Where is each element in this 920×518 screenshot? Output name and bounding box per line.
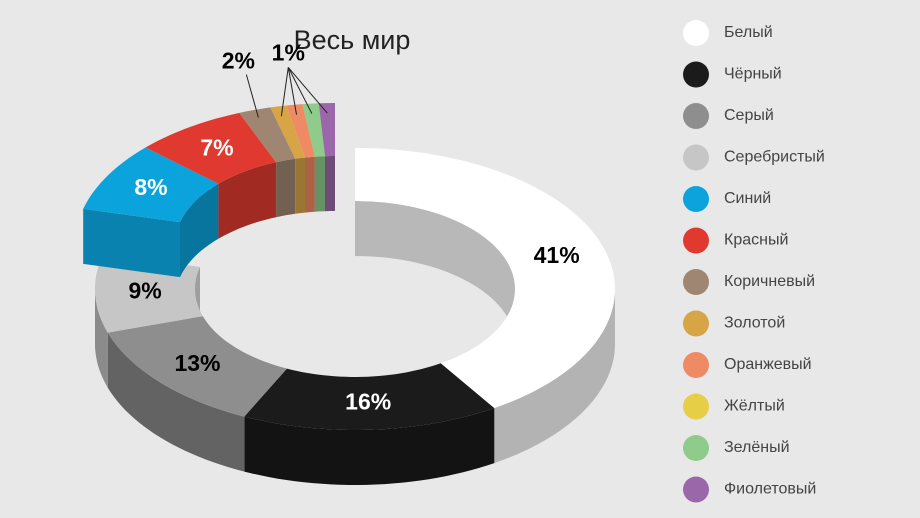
data-label: 16% — [345, 388, 391, 414]
cut-face — [83, 208, 180, 278]
data-label: 41% — [534, 242, 580, 268]
inner-wall — [276, 158, 296, 218]
legend-label: Коричневый — [724, 273, 815, 290]
legend-swatch — [683, 393, 709, 420]
legend-swatch — [683, 476, 709, 503]
legend-label: Фиолетовый — [724, 481, 816, 498]
legend-label: Серый — [724, 107, 774, 124]
slice — [107, 316, 287, 417]
inner-wall — [180, 183, 219, 278]
slice — [270, 105, 305, 159]
legend-swatch — [683, 227, 709, 254]
legend-label: Золотой — [724, 315, 785, 332]
legend-label: Чёрный — [724, 66, 782, 83]
inner-wall — [305, 156, 315, 213]
leader-line — [287, 67, 328, 114]
data-label: 1% — [272, 39, 305, 65]
leader-line — [245, 74, 259, 118]
leader-line — [287, 67, 298, 115]
slice — [244, 363, 495, 430]
legend-swatch — [683, 20, 709, 46]
legend-label: Серебристый — [724, 149, 825, 166]
slice — [83, 147, 219, 223]
outer-wall — [107, 332, 245, 472]
inner-wall — [218, 162, 277, 239]
legend-swatch — [683, 352, 709, 378]
slice — [286, 104, 315, 158]
inner-wall — [295, 157, 305, 214]
data-label: 7% — [200, 134, 233, 160]
legend-label: Белый — [724, 24, 773, 41]
legend-label: Красный — [724, 232, 788, 249]
legend-swatch — [683, 61, 709, 88]
outer-wall — [95, 289, 108, 388]
legend-label: Зелёный — [724, 439, 790, 456]
inner-wall — [325, 156, 335, 212]
outer-wall — [494, 289, 615, 464]
legend-swatch — [683, 144, 709, 171]
leader-line — [287, 67, 313, 114]
inner-wall — [314, 156, 325, 212]
data-label: 13% — [174, 350, 220, 376]
data-label: 8% — [134, 174, 167, 200]
slice — [239, 107, 296, 163]
legend-label: Синий — [724, 190, 771, 207]
leader-line — [280, 67, 289, 117]
legend-label: Жёлтый — [724, 398, 785, 415]
legend-swatch — [683, 269, 709, 295]
legend-swatch — [683, 103, 709, 129]
outer-wall — [244, 408, 495, 485]
legend-swatch — [683, 435, 709, 461]
slice — [318, 103, 335, 157]
chart-title: Весь мир — [294, 25, 411, 55]
data-label: 9% — [128, 278, 161, 304]
legend-swatch — [683, 310, 709, 337]
slice — [302, 103, 325, 157]
slice — [145, 112, 277, 184]
legend-swatch — [683, 186, 709, 212]
slice — [355, 148, 615, 409]
data-label: 2% — [222, 48, 255, 74]
legend-label: Оранжевый — [724, 356, 812, 373]
inner-wall — [355, 201, 515, 344]
